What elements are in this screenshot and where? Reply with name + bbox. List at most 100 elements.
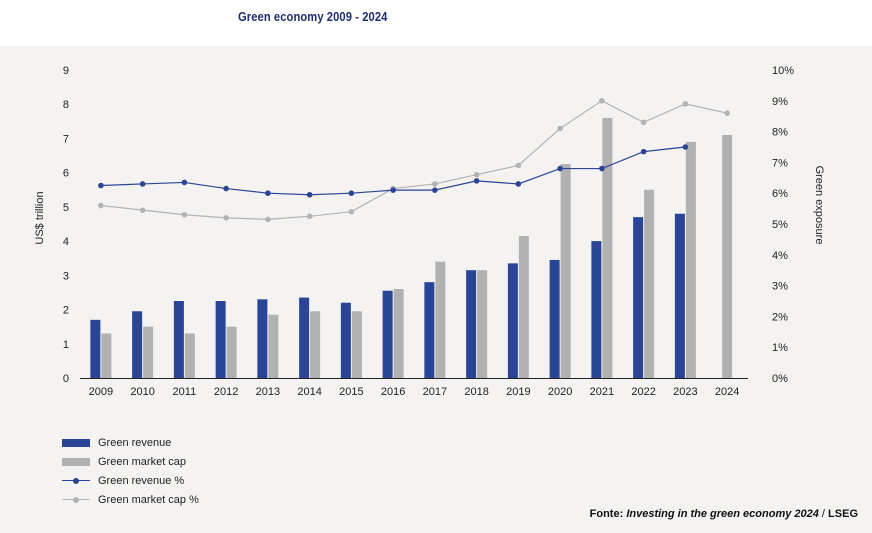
x-tick-label: 2019 — [506, 386, 530, 398]
bar-green-market-cap — [685, 141, 696, 378]
point-green-revenue-pct — [265, 190, 271, 196]
x-tick-label: 2024 — [715, 386, 739, 398]
y-tick-label: 3 — [63, 270, 69, 282]
point-green-market-cap-pct — [306, 213, 313, 220]
header-band: Green economy 2009 - 2024 — [0, 0, 872, 46]
bar-green-market-cap — [101, 333, 112, 378]
y2-axis-title: Green exposure — [813, 166, 825, 245]
source-separator: / — [818, 508, 829, 520]
point-green-market-cap-pct — [265, 216, 271, 223]
y2-tick-label: 9% — [772, 96, 788, 108]
source-label: Fonte: — [589, 508, 624, 520]
bar-green-market-cap — [518, 235, 529, 378]
y-tick-label: 1 — [63, 339, 69, 351]
bar-green-market-cap — [268, 314, 279, 378]
y2-tick-label: 7% — [772, 157, 788, 169]
bar-green-market-cap — [435, 261, 446, 378]
y-tick-label: 0 — [63, 373, 69, 385]
y-tick-label: 4 — [63, 236, 69, 248]
x-tick-label: 2015 — [339, 386, 363, 398]
x-tick-label: 2009 — [89, 386, 113, 398]
point-green-market-cap-pct — [599, 98, 605, 104]
bar-green-revenue — [90, 319, 101, 378]
point-green-revenue-pct — [181, 179, 188, 186]
y2-tick-label: 0% — [772, 373, 788, 385]
point-green-market-cap-pct — [98, 202, 104, 209]
x-tick-label: 2013 — [256, 386, 280, 398]
point-green-market-cap-pct — [181, 211, 188, 218]
legend: Green revenue Green market cap Green rev… — [62, 433, 199, 509]
bar-green-revenue — [299, 297, 310, 378]
point-green-revenue-pct — [599, 165, 605, 172]
bar-green-market-cap — [143, 326, 154, 378]
y-axis-title: US$ trillion — [34, 191, 46, 244]
bar-green-revenue — [215, 301, 226, 378]
point-green-revenue-pct — [515, 181, 522, 187]
bar-green-market-cap — [644, 189, 655, 378]
point-green-market-cap-pct — [515, 162, 522, 169]
bar-green-market-cap — [184, 333, 195, 378]
bar-green-market-cap — [226, 326, 237, 378]
legend-item-green-revenue-pct: Green revenue % — [62, 471, 199, 490]
point-green-revenue-pct — [98, 182, 104, 189]
point-green-revenue-pct — [348, 190, 355, 196]
bar-green-revenue — [466, 270, 477, 378]
bar-green-revenue — [424, 282, 435, 378]
bar-green-market-cap — [722, 135, 733, 378]
chart-title: Green economy 2009 - 2024 — [238, 9, 388, 24]
x-tick-label: 2021 — [590, 386, 614, 398]
x-tick-label: 2011 — [173, 386, 197, 398]
point-green-revenue-pct — [306, 191, 313, 198]
point-green-revenue-pct — [682, 144, 689, 150]
x-tick-label: 2023 — [673, 386, 697, 398]
legend-label-green-revenue-pct: Green revenue % — [98, 474, 185, 487]
x-tick-label: 2016 — [381, 386, 405, 398]
point-green-market-cap-pct — [348, 208, 355, 215]
point-green-market-cap-pct — [682, 101, 689, 107]
y-tick-label: 7 — [63, 133, 69, 145]
bar-green-market-cap — [602, 117, 613, 379]
bar-green-revenue — [633, 217, 644, 378]
legend-label-green-market-cap: Green market cap — [98, 455, 187, 468]
y2-tick-label: 4% — [772, 250, 788, 262]
legend-item-green-market-cap-pct: Green market cap % — [62, 490, 199, 509]
source-org: LSEG — [828, 508, 858, 520]
bar-green-revenue — [257, 299, 268, 378]
x-tick-label: 2017 — [423, 386, 447, 398]
point-green-revenue-pct — [557, 165, 563, 172]
x-tick-label: 2018 — [464, 386, 488, 398]
legend-item-green-market-cap: Green market cap — [62, 452, 199, 471]
y2-tick-label: 8% — [772, 127, 788, 139]
y-tick-label: 9 — [63, 65, 69, 77]
bar-green-market-cap — [351, 311, 362, 378]
point-green-market-cap-pct — [557, 125, 563, 132]
legend-item-green-revenue: Green revenue — [62, 433, 199, 452]
x-tick-label: 2014 — [297, 386, 321, 398]
point-green-market-cap-pct — [139, 207, 146, 213]
point-green-revenue-pct — [390, 187, 396, 193]
y-tick-label: 2 — [63, 305, 69, 317]
y-tick-label: 6 — [63, 168, 69, 180]
bar-green-market-cap — [477, 270, 488, 378]
y-tick-label: 5 — [63, 202, 69, 214]
bar-green-market-cap — [393, 289, 404, 378]
y2-tick-label: 1% — [772, 342, 788, 354]
bar-green-revenue — [549, 259, 560, 378]
point-green-revenue-pct — [640, 148, 647, 155]
legend-marker-green-market-cap-pct — [62, 496, 90, 504]
legend-swatch-green-revenue — [62, 438, 90, 447]
y-tick-label: 8 — [63, 99, 69, 111]
point-green-market-cap-pct — [640, 119, 647, 126]
point-green-revenue-pct — [432, 187, 438, 193]
bar-green-revenue — [382, 290, 393, 378]
bar-green-revenue — [674, 213, 685, 378]
point-green-market-cap-pct — [432, 181, 438, 187]
point-green-revenue-pct — [223, 185, 229, 192]
source-publication: Investing in the green economy 2024 — [626, 508, 819, 520]
point-green-revenue-pct — [473, 178, 480, 184]
bar-green-revenue — [132, 311, 143, 378]
x-tick-label: 2022 — [631, 386, 655, 398]
bar-green-revenue — [591, 241, 602, 378]
y2-tick-label: 2% — [772, 311, 788, 323]
